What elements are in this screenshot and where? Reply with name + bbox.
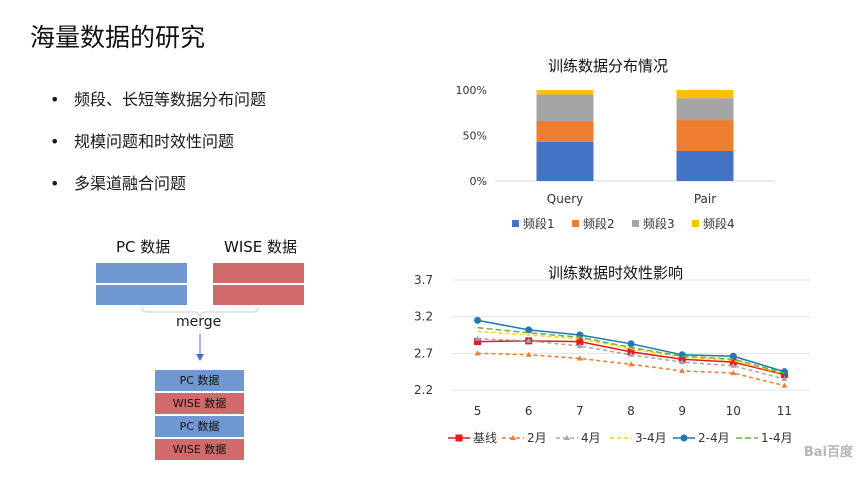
legend-label: 4月: [581, 431, 601, 445]
x-tick-label: Pair: [694, 192, 716, 206]
data-point: [474, 316, 482, 324]
baidu-watermark: Bai百度: [803, 445, 853, 460]
data-point: [525, 337, 532, 343]
wise-data-label: WISE 数据: [224, 238, 298, 256]
bullet-dot-icon: •: [50, 90, 60, 109]
x-tick-label: 10: [726, 404, 741, 418]
x-tick-label: 11: [777, 404, 792, 418]
data-point: [474, 350, 481, 356]
merge-label: merge: [176, 314, 222, 330]
legend-label: 频段1: [523, 216, 555, 231]
y-tick-label: 0%: [470, 175, 487, 188]
y-tick-label: 2.7: [414, 346, 433, 360]
wise-data-block: [213, 263, 304, 305]
legend-marker: [510, 435, 516, 440]
bullet-dot-icon: •: [50, 174, 60, 193]
series-line: [477, 330, 785, 375]
data-point: [525, 351, 532, 357]
bullet-item: • 频段、长短等数据分布问题: [50, 86, 266, 128]
bullet-text: 规模问题和时效性问题: [74, 132, 235, 151]
data-point: [729, 358, 737, 366]
bullet-dot-icon: •: [50, 132, 60, 151]
line-chart-title: 训练数据时效性影响: [548, 264, 684, 282]
bullet-item: • 规模问题和时效性问题: [50, 128, 266, 170]
slide-title: 海量数据的研究: [30, 23, 206, 52]
bar-segment: [536, 141, 594, 181]
bar-segment: [676, 150, 734, 181]
legend-label: 频段4: [703, 216, 735, 231]
legend-marker: [564, 435, 570, 440]
data-point: [730, 370, 737, 376]
bar-segment: [536, 120, 594, 142]
legend-swatch: [512, 220, 519, 227]
bar-chart-title: 训练数据分布情况: [548, 57, 669, 75]
data-point: [474, 335, 481, 341]
line-chart: 2.2 2.7 3.2 3.7 5 6 7 8 9 10 11 基线 2月 4月 3-4月 2-4月 1-4月: [414, 273, 810, 445]
data-point: [780, 368, 788, 376]
data-point: [679, 359, 686, 365]
data-point: [627, 340, 635, 348]
y-tick-label: 2.2: [414, 383, 433, 397]
merged-row-wise: WISE 数据: [155, 439, 244, 460]
merged-row-pc: PC 数据: [155, 416, 244, 437]
data-point: [525, 326, 533, 334]
bar-segment: [536, 94, 594, 121]
data-point: [576, 343, 583, 348]
data-point: [679, 367, 686, 373]
legend-label: 频段2: [583, 216, 615, 231]
legend-label: 3-4月: [635, 431, 667, 445]
bullet-text: 频段、长短等数据分布问题: [74, 90, 267, 109]
y-tick-label: 3.2: [414, 310, 433, 324]
y-tick-label: 100%: [456, 84, 487, 97]
legend-label: 基线: [473, 431, 497, 445]
data-point: [628, 351, 634, 357]
data-point: [781, 382, 788, 388]
data-point: [781, 376, 788, 381]
bullet-list: • 频段、长短等数据分布问题 • 规模问题和时效性问题 • 多渠道融合问题: [50, 86, 266, 212]
data-point: [576, 355, 583, 361]
data-point: [678, 351, 686, 359]
x-tick-label: 5: [474, 404, 482, 418]
bar-segment: [676, 90, 734, 99]
x-tick-label: 6: [525, 404, 533, 418]
pc-data-block: [96, 263, 187, 305]
stacked-bar-chart: 0% 50% 100% Query Pair 频段1 频段2 频段3 频段4: [456, 84, 775, 231]
y-tick-label: 50%: [463, 130, 487, 143]
data-point: [628, 361, 634, 367]
data-point: [576, 338, 584, 346]
merged-row-wise: WISE 数据: [155, 393, 244, 414]
legend-label: 2-4月: [698, 431, 730, 445]
legend-label: 频段3: [643, 216, 675, 231]
bar-segment: [536, 90, 594, 95]
pc-data-label: PC 数据: [116, 238, 171, 256]
series-line: [477, 326, 785, 374]
x-tick-label: 9: [678, 404, 686, 418]
x-tick-label: 8: [627, 404, 635, 418]
data-point: [474, 338, 482, 346]
bullet-item: • 多渠道融合问题: [50, 170, 266, 212]
x-tick-label: 7: [576, 404, 584, 418]
data-point: [730, 362, 737, 368]
x-tick-label: Query: [547, 192, 583, 206]
merged-row-pc: PC 数据: [155, 370, 244, 391]
legend-marker: [455, 434, 463, 442]
bar-segment: [676, 120, 734, 151]
bar-segment: [676, 98, 734, 121]
legend-swatch: [572, 220, 579, 227]
legend-swatch: [632, 220, 639, 227]
legend-label: 2月: [527, 431, 547, 445]
data-point: [729, 352, 737, 360]
legend-swatch: [692, 220, 699, 227]
legend-label: 1-4月: [761, 431, 793, 445]
bullet-text: 多渠道融合问题: [74, 174, 187, 193]
legend-marker: [680, 434, 688, 442]
y-tick-label: 3.7: [414, 273, 433, 287]
